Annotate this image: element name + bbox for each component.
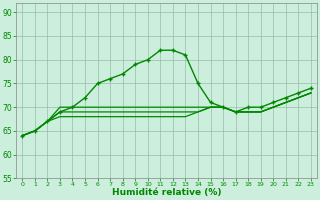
X-axis label: Humidité relative (%): Humidité relative (%): [112, 188, 221, 197]
